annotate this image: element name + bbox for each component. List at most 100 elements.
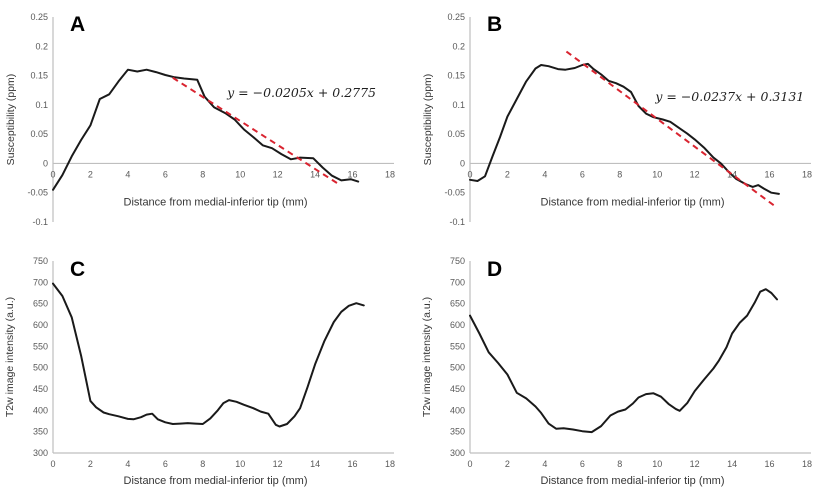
- x-tick-label: 18: [802, 169, 812, 179]
- x-tick-label: 6: [163, 459, 168, 469]
- panel-a: 0.25 0.2 0.15 0.1 0.05 0 -0.05 -0.1 0 2 4 6 8 10 12 14 1…: [0, 0, 417, 251]
- x-tick-label: 0: [50, 169, 55, 179]
- y-axis-title: T2w image intensity (a.u.): [421, 297, 433, 417]
- panel-letter: C: [70, 258, 85, 281]
- x-tick-label: 12: [690, 169, 700, 179]
- x-axis-title: Distance from medial-inferior tip (mm): [124, 475, 308, 487]
- y-tick-label: 0.05: [30, 129, 48, 139]
- y-tick-label: 400: [450, 405, 465, 415]
- y-tick-label: -0.05: [444, 188, 465, 198]
- chart-susceptibility-a: 0.250.20.150.10.050-0.05-0.10 2 4 6 8 10 12 14 1…: [5, 12, 395, 227]
- x-tick-label: 12: [273, 169, 283, 179]
- y-tick-label: 500: [450, 363, 465, 373]
- x-tick-label: 16: [765, 459, 775, 469]
- panel-d: 750 700 650 600 550 500 450 400 350 300 0 2 4 6 8 10 12 1…: [417, 251, 834, 502]
- x-tick-label: 12: [690, 459, 700, 469]
- chart-susceptibility-b: 0.250.20.150.10.050-0.05-0.10 2 4 6 8 10 12 14 1…: [422, 12, 812, 227]
- panel-letter: B: [487, 13, 502, 36]
- panel-letter: A: [70, 13, 85, 36]
- x-tick-label: 14: [310, 459, 320, 469]
- x-tick-label: 16: [765, 169, 775, 179]
- y-tick-label: 650: [33, 299, 48, 309]
- x-tick-label: 4: [125, 169, 130, 179]
- x-axis-title: Distance from medial-inferior tip (mm): [124, 196, 308, 208]
- y-tick-label: 0: [43, 158, 48, 168]
- data-curve: [469, 62, 780, 195]
- x-tick-label: 10: [235, 459, 245, 469]
- y-tick-label: 700: [450, 277, 465, 287]
- y-tick-label: 0.1: [35, 100, 48, 110]
- data-curve: [52, 282, 365, 428]
- y-axis-title: Susceptibility (ppm): [5, 74, 17, 166]
- x-tick-label: 16: [348, 169, 358, 179]
- x-tick-label: 8: [617, 459, 622, 469]
- x-axis-title: Distance from medial-inferior tip (mm): [541, 196, 725, 208]
- y-tick-label: 700: [33, 277, 48, 287]
- x-tick-label: 6: [163, 169, 168, 179]
- x-tick-label: 0: [467, 169, 472, 179]
- y-tick-label: 650: [450, 299, 465, 309]
- y-axis-title: Susceptibility (ppm): [422, 74, 434, 166]
- x-tick-label: 14: [727, 459, 737, 469]
- y-tick-label: 0.05: [447, 129, 465, 139]
- x-tick-label: 0: [467, 459, 472, 469]
- y-tick-label: 300: [450, 448, 465, 458]
- x-tick-label: 14: [310, 169, 320, 179]
- panel-c: 750 700 650 600 550 500 450 400 350 300 0 2 4 6 8 10 12 1…: [0, 251, 417, 502]
- x-tick-label: 8: [617, 169, 622, 179]
- y-tick-label: 0: [460, 158, 465, 168]
- y-tick-label: 750: [33, 256, 48, 266]
- data-curve: [52, 68, 360, 191]
- y-tick-label: 450: [450, 384, 465, 394]
- y-axis-title: T2w image intensity (a.u.): [4, 297, 16, 417]
- y-tick-label: 0.2: [452, 41, 465, 51]
- y-tick-label: 750: [450, 256, 465, 266]
- y-tick-label: 300: [33, 448, 48, 458]
- y-tick-label: 0.25: [447, 12, 465, 22]
- x-tick-label: 2: [88, 459, 93, 469]
- y-tick-label: 550: [450, 341, 465, 351]
- x-tick-label: 6: [580, 169, 585, 179]
- x-tick-label: 2: [505, 459, 510, 469]
- x-tick-label: 10: [652, 169, 662, 179]
- x-tick-label: 4: [542, 169, 547, 179]
- x-tick-label: 18: [385, 169, 395, 179]
- y-tick-label: 600: [33, 320, 48, 330]
- x-axis-title: Distance from medial-inferior tip (mm): [541, 475, 725, 487]
- trendline: [565, 50, 778, 209]
- y-tick-label: 500: [33, 363, 48, 373]
- x-tick-label: 0: [50, 459, 55, 469]
- x-tick-label: 10: [235, 169, 245, 179]
- trendline-equation: y = −0.0205x + 0.2775: [226, 85, 376, 100]
- trendline-equation: y = −0.0237x + 0.3131: [654, 89, 804, 104]
- x-tick-label: 12: [273, 459, 283, 469]
- y-tick-label: 350: [33, 427, 48, 437]
- x-tick-label: 16: [348, 459, 358, 469]
- y-tick-label: 0.15: [447, 71, 465, 81]
- data-curve: [469, 288, 778, 434]
- y-tick-label: -0.1: [32, 217, 48, 227]
- x-tick-label: 18: [385, 459, 395, 469]
- y-tick-label: 0.2: [35, 41, 48, 51]
- x-tick-label: 2: [505, 169, 510, 179]
- x-tick-label: 4: [125, 459, 130, 469]
- x-tick-label: 4: [542, 459, 547, 469]
- x-tick-label: 2: [88, 169, 93, 179]
- y-tick-label: 0.25: [30, 12, 48, 22]
- y-tick-label: 350: [450, 427, 465, 437]
- x-tick-label: 18: [802, 459, 812, 469]
- panel-b: 0.25 0.2 0.15 0.1 0.05 0 -0.05 -0.1 0 2 4 6 8 10 12 14 1…: [417, 0, 834, 251]
- y-tick-label: 0.15: [30, 71, 48, 81]
- y-tick-label: 550: [33, 341, 48, 351]
- y-tick-label: -0.1: [449, 217, 465, 227]
- y-tick-label: 450: [33, 384, 48, 394]
- x-tick-label: 10: [652, 459, 662, 469]
- panel-letter: D: [487, 258, 502, 281]
- x-tick-label: 6: [580, 459, 585, 469]
- x-tick-label: 8: [200, 169, 205, 179]
- y-tick-label: -0.05: [27, 188, 48, 198]
- y-tick-label: 0.1: [452, 100, 465, 110]
